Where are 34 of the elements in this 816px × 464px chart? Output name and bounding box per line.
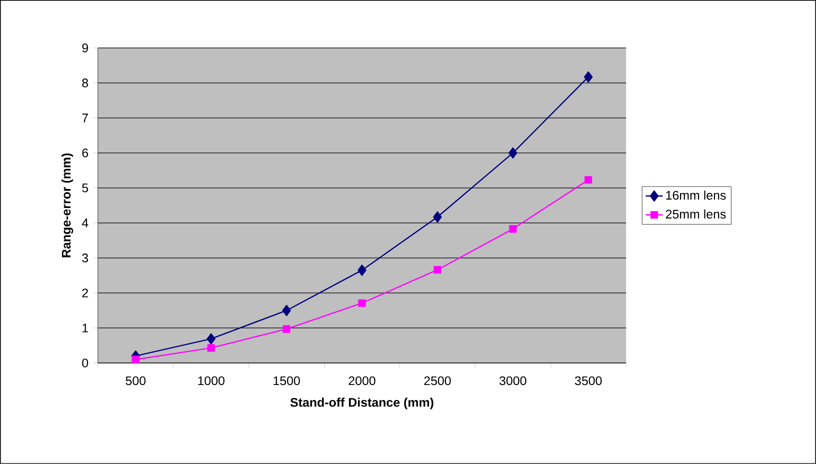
point bbox=[584, 71, 593, 83]
y-axis-title: Range-error (mm) bbox=[61, 154, 74, 258]
point bbox=[207, 344, 215, 352]
point bbox=[206, 333, 216, 344]
y-tick-label: 1 bbox=[82, 324, 88, 332]
x-tick-label: 1500 bbox=[274, 376, 300, 386]
point bbox=[132, 356, 140, 364]
x-tick-label: 3500 bbox=[574, 376, 602, 386]
y-tick-label: 2 bbox=[82, 288, 88, 298]
point bbox=[282, 325, 290, 333]
point bbox=[282, 304, 291, 316]
y-tick-label: 6 bbox=[82, 148, 88, 158]
y-tick-label: 4 bbox=[82, 218, 88, 228]
point bbox=[509, 225, 517, 233]
y-tick-label: 3 bbox=[82, 254, 88, 262]
legend-label: 16mm lens bbox=[666, 190, 726, 200]
y-tick-label: 8 bbox=[82, 78, 88, 88]
point bbox=[584, 176, 592, 184]
point bbox=[358, 299, 366, 307]
x-tick-label: 2500 bbox=[424, 376, 451, 386]
legend-label: 25mm lens bbox=[666, 209, 726, 219]
point bbox=[434, 266, 442, 274]
y-tick-label: 5 bbox=[82, 184, 88, 192]
x-tick-label: 2000 bbox=[348, 376, 376, 386]
point bbox=[358, 264, 366, 276]
point bbox=[433, 211, 442, 223]
y-tick-label: 7 bbox=[82, 114, 88, 122]
y-tick-label: 9 bbox=[82, 44, 88, 52]
x-axis-title: Stand-off Distance (mm) bbox=[290, 398, 434, 410]
x-tick-label: 500 bbox=[126, 376, 146, 386]
x-tick-label: 3000 bbox=[500, 376, 526, 386]
y-tick-label: 0 bbox=[82, 358, 88, 368]
point bbox=[508, 147, 518, 159]
x-tick-label: 1000 bbox=[198, 376, 224, 386]
